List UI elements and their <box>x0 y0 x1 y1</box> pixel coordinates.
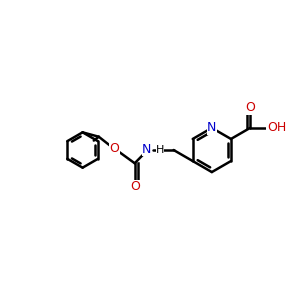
Text: N: N <box>207 122 217 134</box>
Text: OH: OH <box>267 122 286 134</box>
Text: O: O <box>245 101 255 114</box>
Text: N: N <box>142 142 152 156</box>
Text: H: H <box>156 145 164 155</box>
Text: O: O <box>109 142 119 155</box>
Text: O: O <box>130 180 140 193</box>
